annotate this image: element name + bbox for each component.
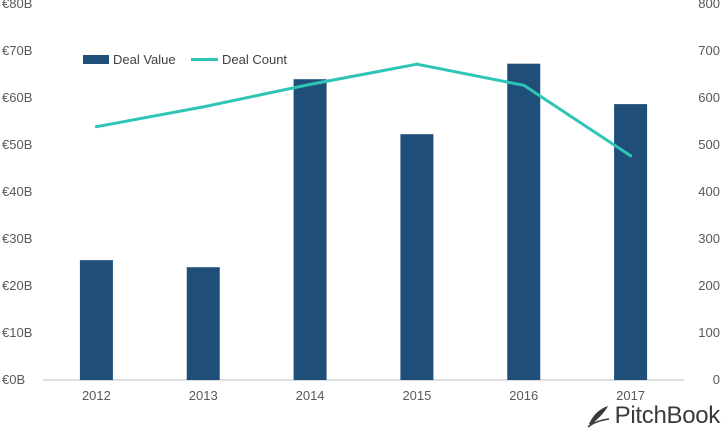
right-axis: 0 100 200 300 400 500 600 700 800 xyxy=(698,0,720,387)
pitchbook-logo-icon xyxy=(587,406,609,428)
x-tick-label: 2015 xyxy=(402,388,431,403)
bar-series-deal-value xyxy=(79,63,648,381)
line-series-deal-count xyxy=(94,62,633,158)
x-tick-label: 2014 xyxy=(296,388,325,403)
right-tick-label: 500 xyxy=(698,137,720,152)
right-tick-label: 300 xyxy=(698,231,720,246)
legend: Deal Value Deal Count xyxy=(83,52,287,67)
bar-deal-value xyxy=(186,267,220,380)
point-deal-count xyxy=(629,154,633,158)
left-tick-label: €50B xyxy=(2,137,32,152)
point-deal-count xyxy=(522,83,526,87)
line-deal-count xyxy=(96,62,632,158)
left-tick-label: €70B xyxy=(2,43,32,58)
legend-label-deal-value: Deal Value xyxy=(113,52,176,67)
x-tick-label: 2017 xyxy=(616,388,645,403)
point-deal-count xyxy=(94,125,98,129)
left-axis: €0B €10B €20B €30B €40B €50B €60B €70B €80B xyxy=(2,0,32,387)
right-tick-label: 200 xyxy=(698,278,720,293)
brand: PitchBook xyxy=(585,402,720,430)
legend-swatch-deal-value xyxy=(83,55,109,64)
left-tick-label: €80B xyxy=(2,0,32,11)
left-tick-label: €20B xyxy=(2,278,32,293)
right-tick-label: 700 xyxy=(698,43,720,58)
right-tick-label: 100 xyxy=(698,325,720,340)
x-axis: 2012 2013 2014 2015 2016 2017 xyxy=(82,388,645,403)
right-tick-label: 600 xyxy=(698,90,720,105)
legend-label-deal-count: Deal Count xyxy=(222,52,287,67)
left-tick-label: €40B xyxy=(2,184,32,199)
bar-deal-value xyxy=(293,79,327,380)
x-tick-label: 2016 xyxy=(509,388,538,403)
x-tick-label: 2012 xyxy=(82,388,111,403)
left-tick-label: €10B xyxy=(2,325,32,340)
bar-deal-value xyxy=(400,134,434,380)
point-deal-count xyxy=(201,105,205,109)
right-tick-label: 800 xyxy=(698,0,720,11)
left-tick-label: €0B xyxy=(2,372,25,387)
bar-deal-value xyxy=(79,260,113,380)
bar-deal-value xyxy=(614,104,648,381)
x-tick-label: 2013 xyxy=(189,388,218,403)
left-tick-label: €30B xyxy=(2,231,32,246)
point-deal-count xyxy=(415,62,419,66)
bar-deal-value xyxy=(507,63,541,380)
right-tick-label: 0 xyxy=(713,372,720,387)
left-tick-label: €60B xyxy=(2,90,32,105)
right-tick-label: 400 xyxy=(698,184,720,199)
point-deal-count xyxy=(308,82,312,86)
brand-name: PitchBook xyxy=(614,402,721,429)
